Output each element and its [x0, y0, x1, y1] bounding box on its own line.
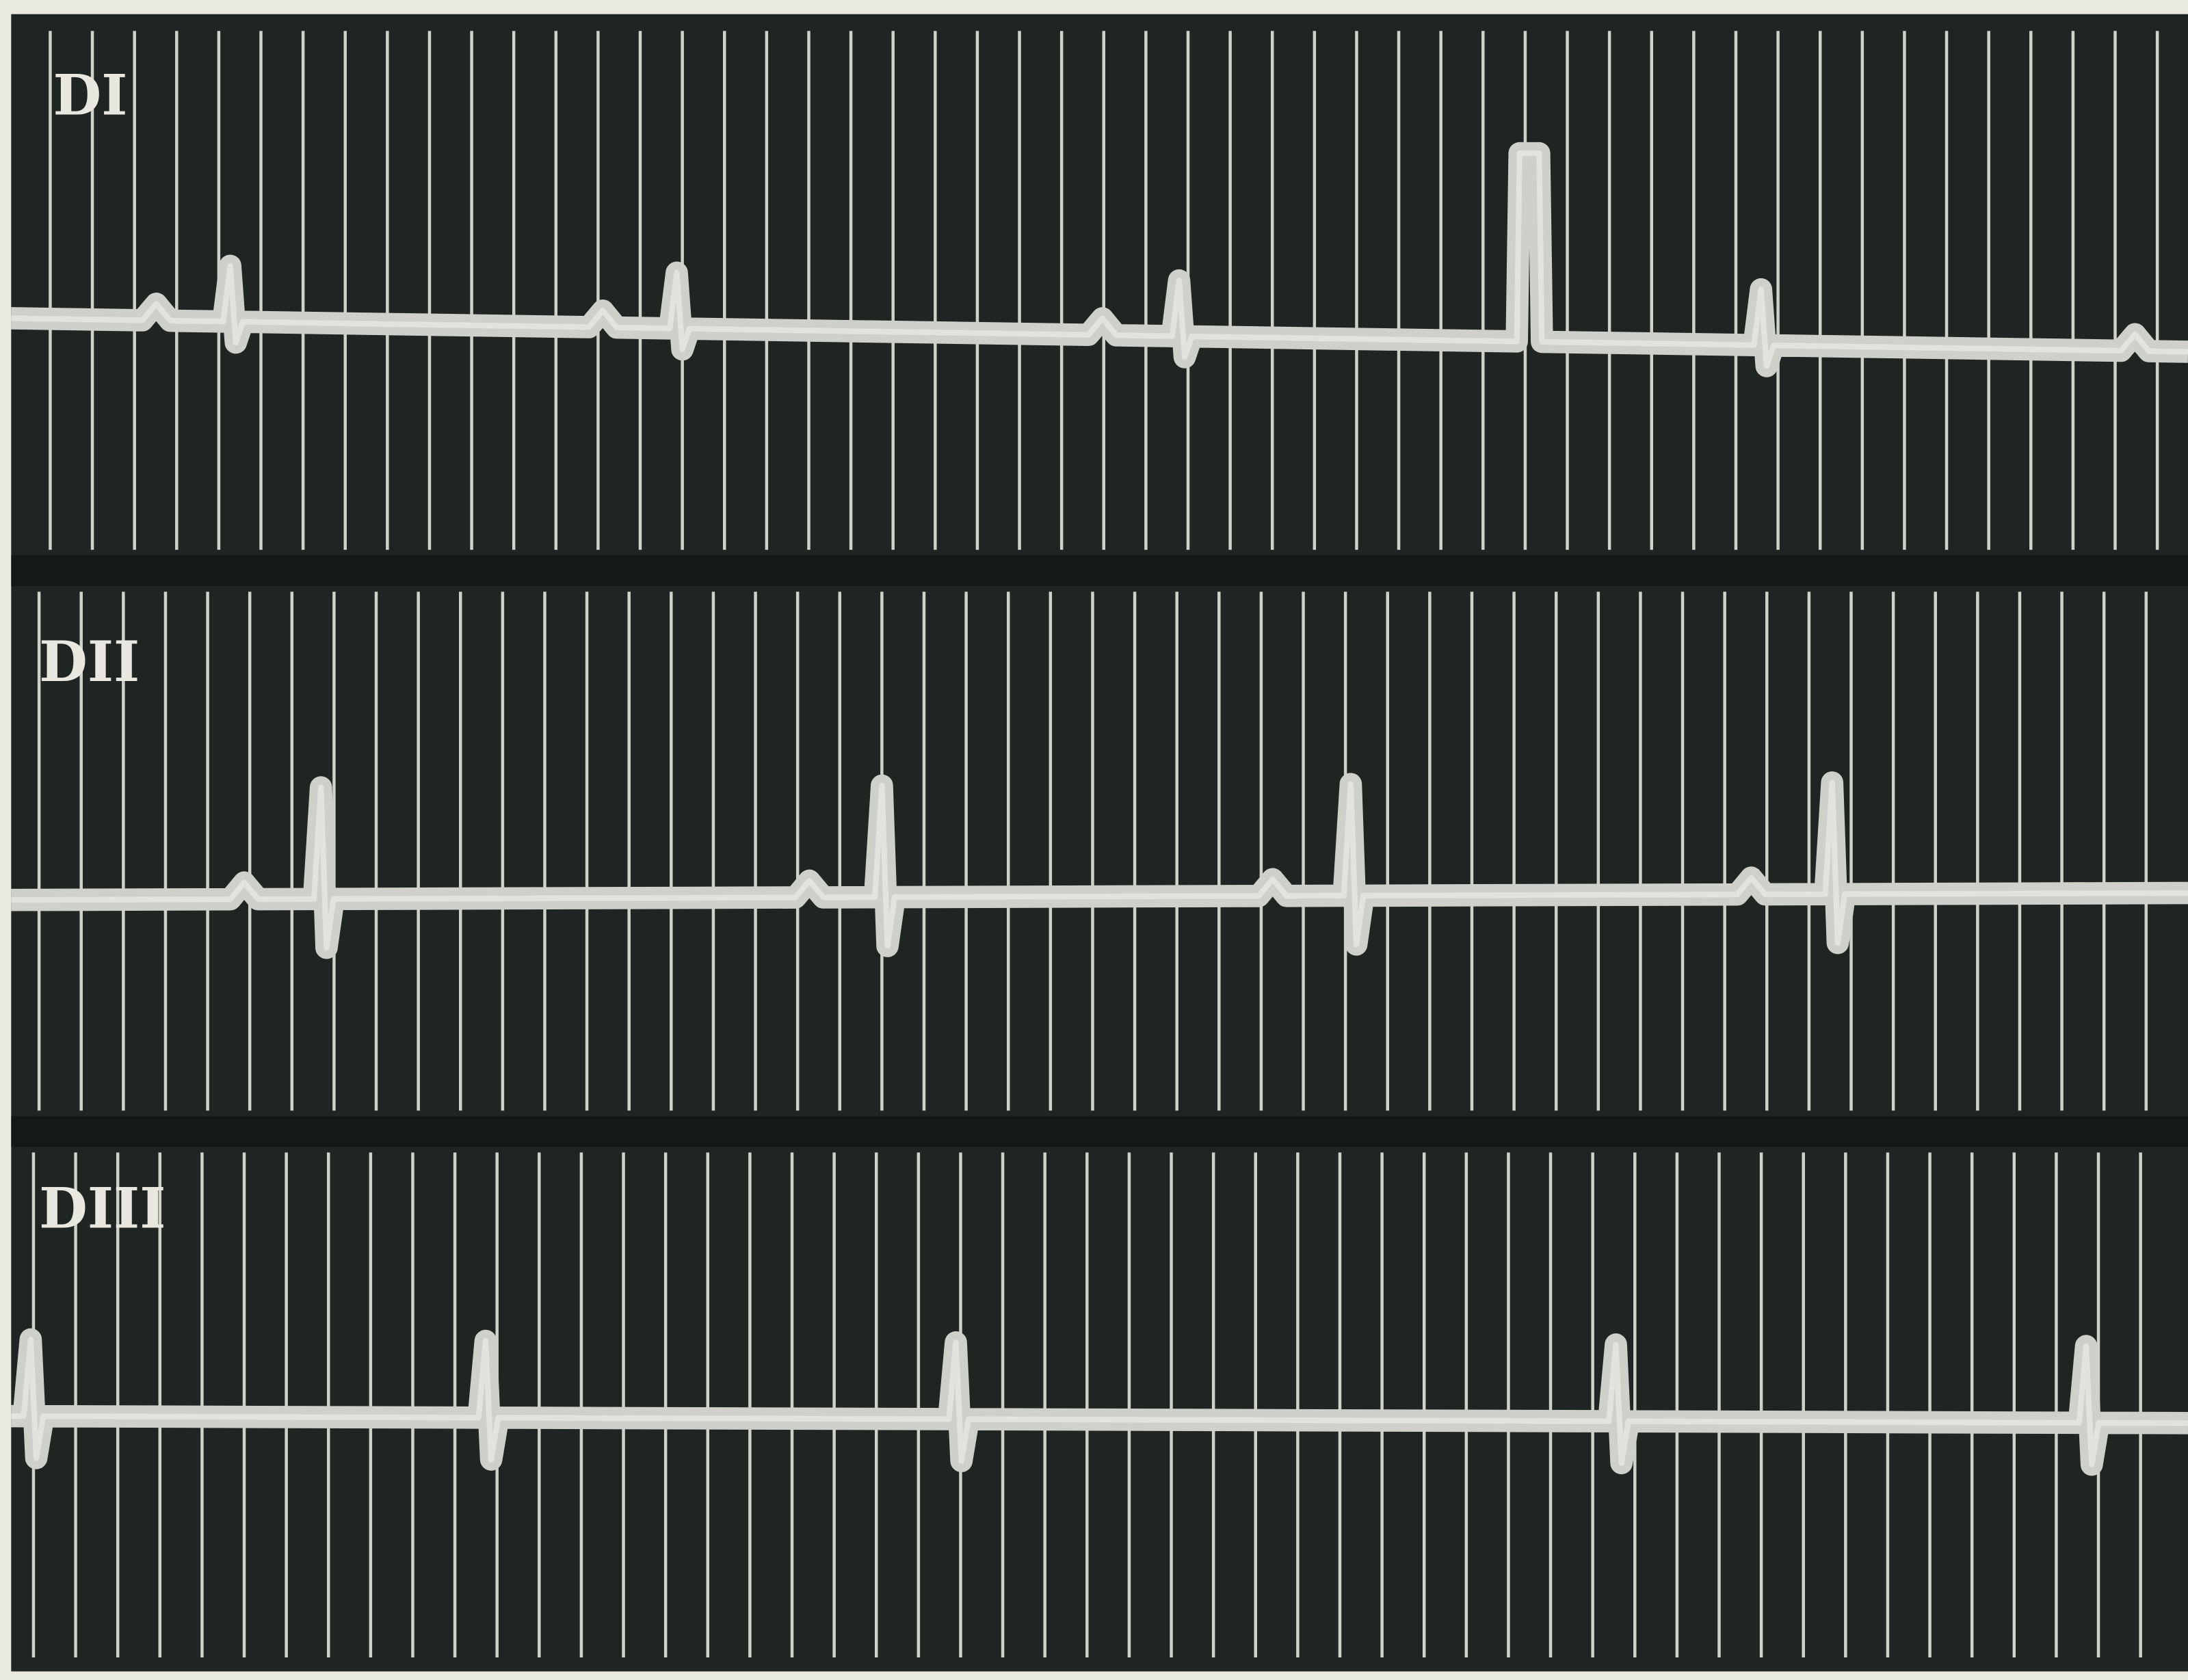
strip-divider [11, 555, 2188, 586]
strip-divider [11, 1116, 2188, 1147]
lead-label: DI [53, 63, 128, 129]
lead-label: DII [39, 629, 140, 695]
lead-label: DIII [39, 1176, 166, 1242]
page: DI DII DIII (() => { const data = JSON.p… [0, 0, 2188, 1680]
ecg-record: DI DII DIII [0, 0, 2188, 1680]
